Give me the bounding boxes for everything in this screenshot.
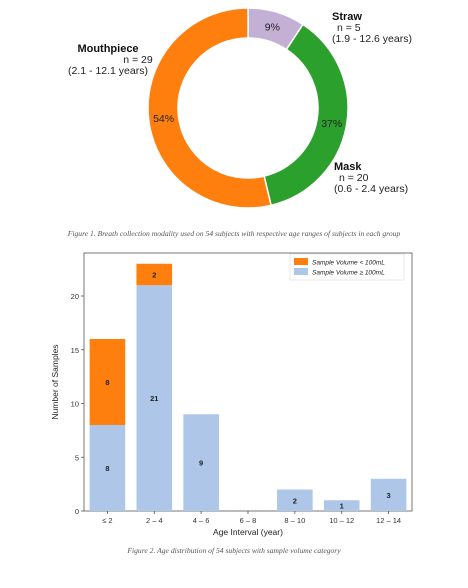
y-tick-label: 0 [75,507,79,516]
bar-value-label: 9 [199,459,203,468]
bar-large-volume-2 [183,414,219,511]
y-tick-label: 5 [75,453,79,462]
x-tick-label: 2 – 4 [146,516,163,525]
bar-large-volume-0 [89,425,126,511]
stacked-bar-chart: 0 5 10 15 20 ≤ 2 2 – 4 4 – 6 6 – 8 8 – 10 10 – 12 1… [50,252,413,537]
legend-swatch [294,258,308,265]
group-label-straw: Straw [332,11,362,23]
x-tick-label: 8 – 10 [284,516,305,525]
group-range-mouthpiece: (2.1 - 12.1 years) [68,65,148,77]
x-tick-label: 6 – 8 [240,516,257,525]
plot-frame [83,252,413,512]
bar-value-label: 21 [150,394,158,403]
bar-large-volume-4 [277,489,313,511]
group-count-mask: n = 20 [339,172,369,184]
bar-value-label: 2 [152,271,156,280]
bar-large-volume-1 [136,285,173,511]
bar-large-volume-5 [323,500,360,511]
bar-value-label: 1 [340,502,344,511]
y-axis-label: Number of Samples [50,344,60,419]
legend-swatch [294,268,308,275]
donut-slice-mask [263,23,349,207]
y-tick-label: 15 [71,346,79,355]
x-tick-label: 4 – 6 [193,516,210,525]
figure-1-caption: Figure 1. Breath collection modality use… [67,229,401,238]
bar-small-volume-1 [136,263,173,286]
bar-small-volume-0 [89,339,126,425]
bar-value-label: 8 [105,378,109,387]
group-range-mask: (0.6 - 2.4 years) [334,183,408,195]
legend-entry: Sample Volume ≥ 100mL [312,270,385,277]
donut-pct-mask: 37% [321,118,342,130]
bar-value-label: 8 [105,464,109,473]
x-tick-label: 10 – 12 [329,516,354,525]
x-tick-label: 12 – 14 [376,516,401,525]
x-axis-label: Age Interval (year) [213,527,283,537]
figure-2-caption: Figure 2. Age distribution of 54 subject… [127,546,341,555]
donut-pct-straw: 9% [265,22,280,34]
group-label-mask: Mask [334,161,362,173]
legend-entry: Sample Volume < 100mL [312,260,385,267]
y-tick-label: 20 [71,292,79,301]
group-range-straw: (1.9 - 12.6 years) [332,33,412,45]
donut-pct-mouthpiece: 54% [153,113,174,125]
group-label-mouthpiece: Mouthpiece [77,43,138,55]
bar-value-label: 3 [386,491,390,500]
legend-box [289,253,405,281]
bar-value-label: 2 [293,496,297,505]
group-count-mouthpiece: n = 29 [123,54,153,66]
donut-slice-mouthpiece [147,7,272,209]
bar-large-volume-6 [370,478,407,511]
x-tick-label: ≤ 2 [102,516,112,525]
y-tick-label: 10 [71,400,79,409]
group-count-straw: n = 5 [337,22,361,34]
